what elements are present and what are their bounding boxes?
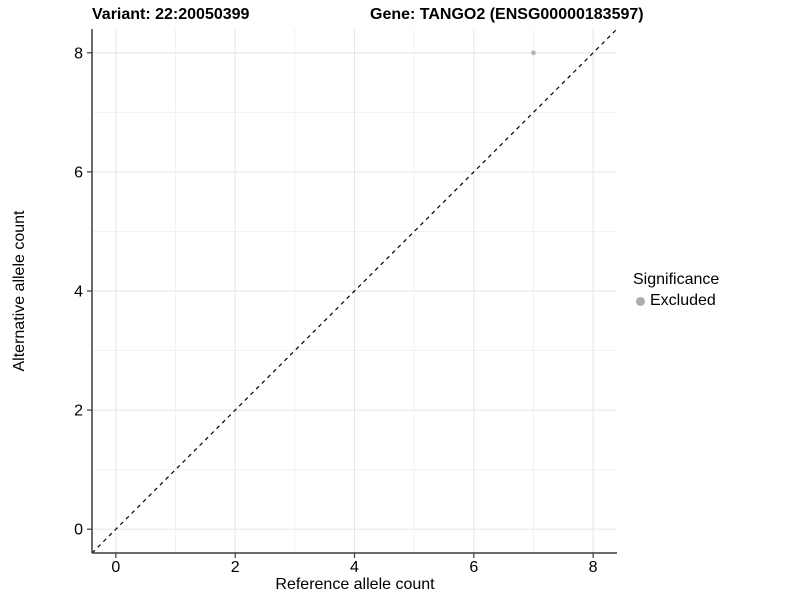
x-tick-label: 2 bbox=[231, 559, 240, 576]
legend: Significance Excluded bbox=[633, 271, 719, 310]
legend-point-icon bbox=[636, 296, 645, 306]
x-tick-label: 0 bbox=[111, 559, 120, 576]
x-tick-label: 4 bbox=[350, 559, 359, 576]
y-tick-label: 2 bbox=[74, 403, 83, 420]
x-tick-label: 6 bbox=[469, 559, 478, 576]
y-tick-label: 8 bbox=[74, 45, 83, 62]
y-axis-label: Alternative allele count bbox=[11, 210, 28, 372]
plot-title-variant: Variant: 22:20050399 bbox=[92, 6, 250, 23]
plot-title-gene: Gene: TANGO2 (ENSG00000183597) bbox=[370, 6, 644, 23]
y-tick-label: 0 bbox=[74, 522, 83, 539]
identity-reference-line bbox=[91, 28, 618, 554]
x-tick-label: 8 bbox=[589, 559, 598, 576]
y-tick-label: 6 bbox=[74, 164, 83, 181]
data-point bbox=[531, 50, 536, 56]
legend-title: Significance bbox=[633, 271, 720, 288]
y-tick-label: 4 bbox=[74, 284, 83, 301]
legend-item-excluded: Excluded bbox=[636, 292, 719, 310]
legend-item-label: Excluded bbox=[650, 292, 716, 309]
x-axis-label: Reference allele count bbox=[275, 576, 435, 593]
